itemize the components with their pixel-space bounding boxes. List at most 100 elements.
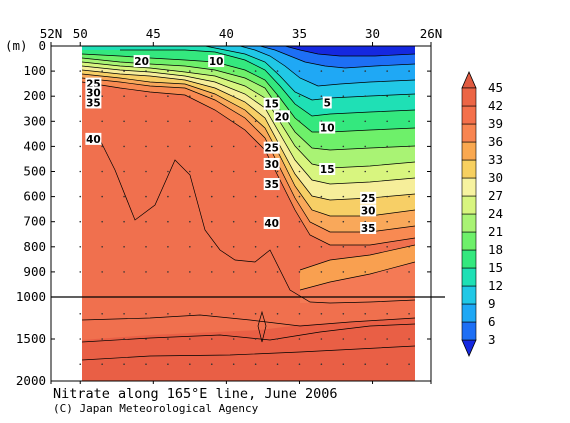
obs-dot <box>189 120 191 123</box>
obs-dot <box>408 120 410 123</box>
obs-dot <box>298 195 301 198</box>
depth-tick-label: 1000 <box>16 289 46 304</box>
obs-dot <box>189 313 191 315</box>
obs-dot <box>364 271 367 273</box>
obs-dot <box>386 95 388 97</box>
obs-dot <box>79 195 82 198</box>
obs-dot <box>386 145 388 148</box>
depth-tick-label: 600 <box>23 189 46 204</box>
contour-label: 30 <box>86 87 101 99</box>
obs-dot <box>101 220 103 223</box>
obs-dot <box>408 95 410 97</box>
contour-label: 20 <box>134 56 149 68</box>
obs-dot <box>364 120 367 123</box>
credit-line: (C) Japan Meteorological Agency <box>53 402 259 415</box>
depth-tick-label: 900 <box>23 264 46 279</box>
obs-dot <box>320 195 323 198</box>
obs-dot <box>254 220 257 223</box>
obs-dot <box>167 170 169 173</box>
obs-dot <box>101 313 103 315</box>
colorbar-label: 6 <box>488 314 496 329</box>
obs-dot <box>210 95 213 97</box>
obs-dot <box>189 70 191 72</box>
obs-dot <box>101 195 103 198</box>
colorbar-label: 3 <box>488 332 496 347</box>
obs-dot <box>123 338 125 340</box>
contour-line-l <box>259 46 415 69</box>
contour-line-b <box>82 77 415 233</box>
obs-dot <box>386 338 388 340</box>
obs-dot <box>79 313 82 315</box>
obs-dot <box>123 170 125 173</box>
obs-dot <box>167 246 169 248</box>
obs-dot <box>254 313 257 315</box>
obs-dot <box>145 246 147 248</box>
contour-label-bg <box>263 97 280 110</box>
obs-dot <box>167 363 169 366</box>
colorbar-label: 30 <box>488 170 503 185</box>
depth-tick-label: 300 <box>23 113 46 128</box>
contour-line-g <box>82 57 415 151</box>
contour-label: 10 <box>320 123 335 135</box>
obs-dot <box>145 313 147 315</box>
obs-dot <box>386 246 388 248</box>
obs-dot <box>298 363 301 366</box>
colorbar-swatch <box>461 249 477 269</box>
obs-dot <box>232 70 235 72</box>
obs-dot <box>364 313 367 315</box>
obs-dot <box>79 120 82 123</box>
obs-dot <box>145 363 147 366</box>
contour-label-bg <box>319 162 336 175</box>
obs-dot <box>145 145 147 148</box>
obs-dot <box>320 70 323 72</box>
contour-label: 30 <box>361 205 376 217</box>
obs-dot <box>254 271 257 273</box>
obs-dot <box>320 313 323 315</box>
obs-dot <box>232 145 235 148</box>
obs-dot <box>123 95 125 97</box>
obs-dot <box>145 95 147 97</box>
colorbar-swatch <box>461 141 477 161</box>
obs-dot <box>276 70 279 72</box>
field-deep-zone <box>82 318 415 381</box>
obs-dot <box>364 246 367 248</box>
obs-dot <box>298 145 301 148</box>
obs-dot <box>79 363 82 366</box>
obs-dot <box>364 170 367 173</box>
colorbar-label: 42 <box>488 98 503 113</box>
obs-dot <box>342 338 345 340</box>
obs-dot <box>79 271 82 273</box>
left-axis: 0 100 200 300 400 500 600 700 800 900 1000 1500 2000 <box>16 38 431 388</box>
contour-line-k <box>239 46 415 87</box>
obs-dot <box>101 271 103 273</box>
obs-dot <box>101 338 103 340</box>
contour-line-deep-2 <box>299 261 415 291</box>
obs-dot <box>364 95 367 97</box>
contour-line-c <box>82 73 415 217</box>
obs-dot <box>342 120 345 123</box>
contour-line-deep-7 <box>257 310 267 343</box>
contour-label-bg <box>133 55 150 68</box>
obs-dot <box>145 195 147 198</box>
contour-line-deep-5 <box>82 323 415 343</box>
contour-label-bg <box>85 86 102 99</box>
plot-border <box>50 45 432 382</box>
obs-dot <box>123 246 125 248</box>
field-band-42 <box>300 262 415 303</box>
contour-line-m <box>284 46 415 57</box>
colorbar-label: 9 <box>488 296 496 311</box>
obs-dot <box>232 246 235 248</box>
obs-dot <box>210 70 213 72</box>
contour-line-deep-3 <box>299 244 415 271</box>
obs-dot <box>189 246 191 248</box>
colorbar-swatch <box>461 177 477 197</box>
nitrate-field <box>82 46 415 381</box>
obs-dot <box>167 271 169 273</box>
colorbar-label: 39 <box>488 116 503 131</box>
obs-dot <box>123 120 125 123</box>
obs-dot <box>101 363 103 366</box>
obs-dot <box>210 363 213 366</box>
contour-label: 30 <box>264 159 279 171</box>
contour-label-bg <box>85 96 102 109</box>
